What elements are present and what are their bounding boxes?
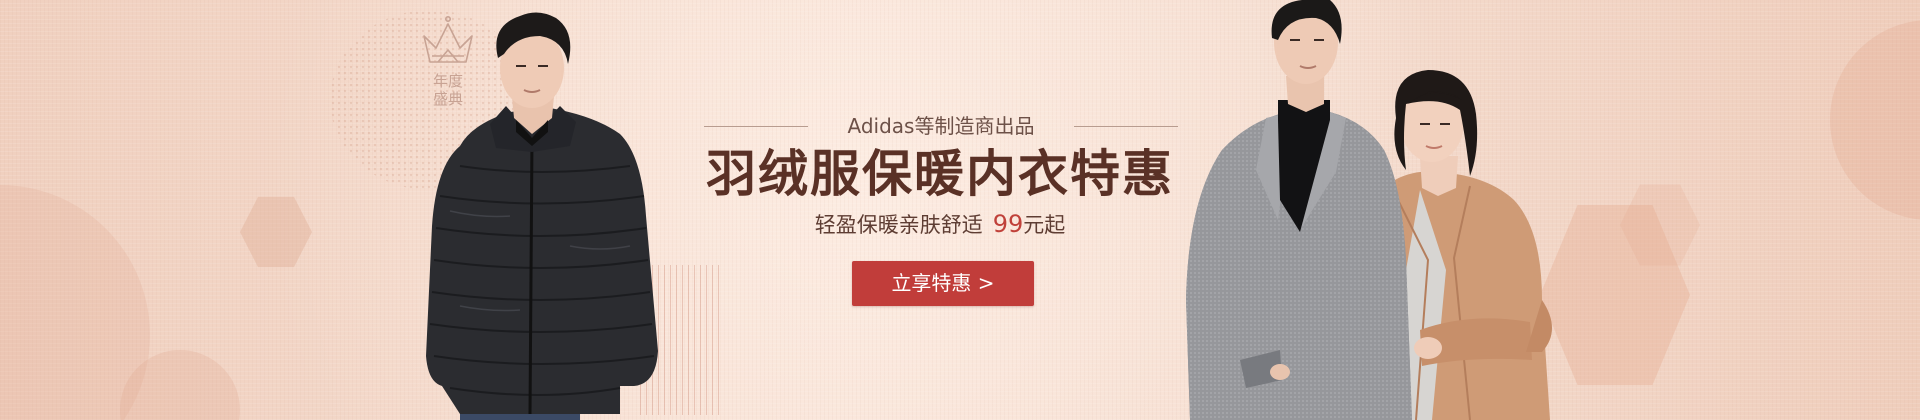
promo-tagline: 轻盈保暖亲肤舒适 99元起 — [640, 208, 1240, 241]
price-value: 99 — [992, 210, 1024, 238]
promo-headline: 羽绒服保暖内衣特惠 — [706, 144, 1174, 203]
model-couple-coats — [1170, 0, 1590, 420]
price-suffix: 元起 — [1023, 213, 1066, 237]
badge-line-2: 盛典 — [432, 90, 463, 108]
annual-event-badge: 年度 盛典 — [418, 14, 478, 114]
divider-right — [1074, 126, 1178, 127]
decor-hexagon — [1540, 205, 1690, 385]
crown-icon — [423, 15, 473, 63]
promo-text: 轻盈保暖亲肤舒适 — [814, 213, 983, 237]
manufacturer-subtitle-row: Adidas等制造商出品 — [704, 112, 1178, 140]
divider-left — [704, 126, 808, 127]
manufacturer-subtitle: Adidas等制造商出品 — [847, 114, 1035, 138]
badge-line-1: 年度 — [432, 72, 463, 90]
shop-now-button[interactable]: 立享特惠 > — [852, 261, 1034, 306]
model-man-down-jacket — [420, 6, 680, 420]
decor-hexagon — [240, 196, 312, 268]
decor-hexagon — [1620, 184, 1700, 266]
